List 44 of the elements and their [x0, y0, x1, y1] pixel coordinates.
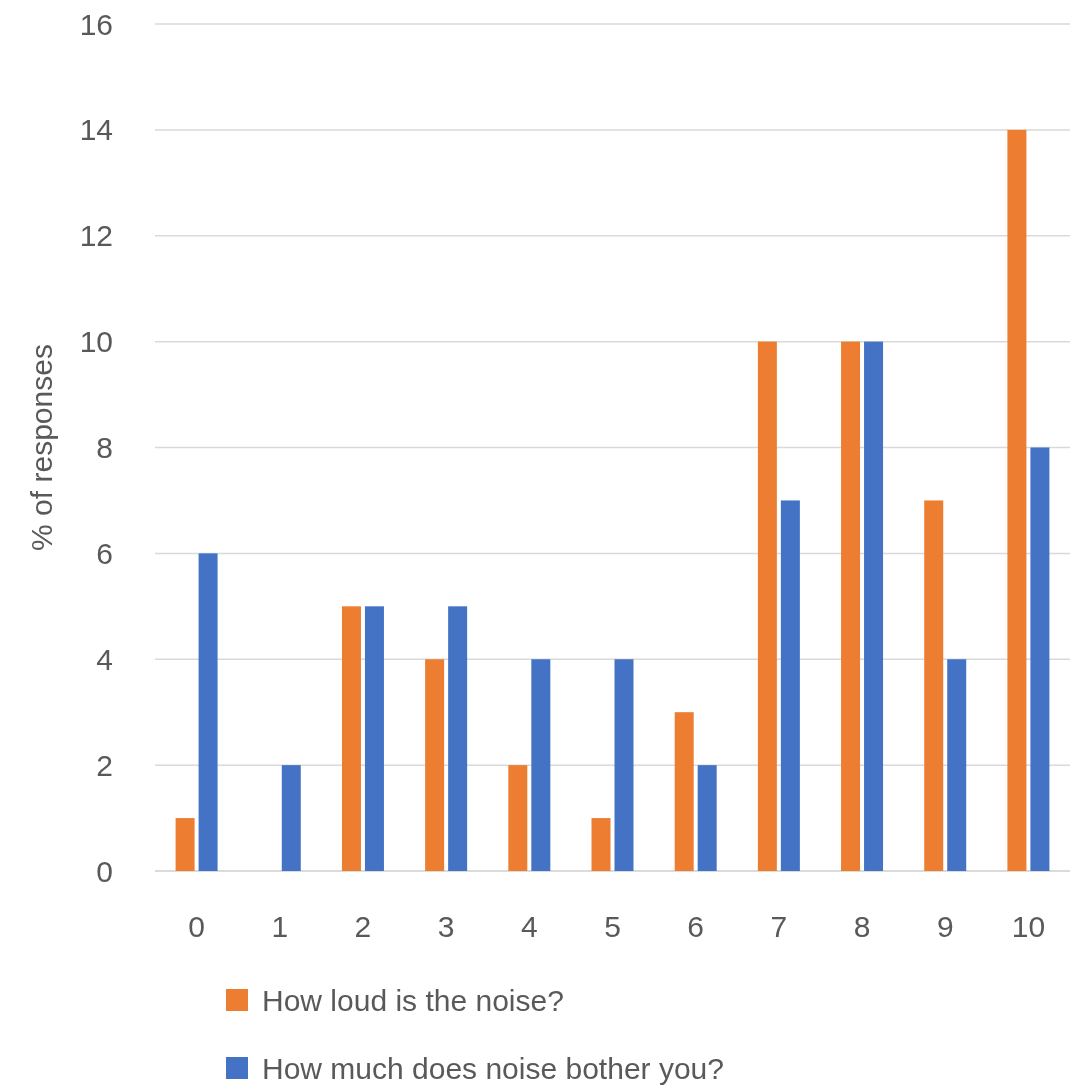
bar [1030, 447, 1050, 871]
bar [341, 606, 361, 871]
bar [864, 341, 884, 871]
legend-label: How much does noise bother you? [262, 1051, 724, 1085]
x-tick-label: 1 [271, 910, 289, 943]
y-tick-label: 8 [96, 431, 113, 464]
y-axis-title: % of responses [25, 344, 58, 551]
bar [198, 553, 218, 871]
bar [448, 606, 468, 871]
y-tick-label: 2 [96, 748, 113, 782]
y-tick-label: 10 [79, 325, 113, 359]
y-tick-label: 12 [79, 219, 113, 253]
x-tick-label: 5 [604, 910, 621, 943]
bar [175, 818, 195, 871]
bar [780, 500, 800, 871]
bar [697, 765, 717, 871]
bar [614, 659, 634, 871]
x-tick-label: 7 [770, 910, 788, 943]
legend-label: How loud is the noise? [262, 983, 564, 1017]
bar [508, 765, 528, 871]
x-tick-label: 0 [188, 910, 205, 943]
bar [841, 341, 861, 871]
bar [924, 500, 944, 871]
x-tick-label: 9 [936, 910, 954, 943]
y-tick-label: 4 [96, 642, 113, 676]
y-tick-label: 14 [79, 113, 113, 147]
x-tick-label: 8 [853, 910, 871, 943]
bar [425, 659, 445, 871]
y-tick-label: 16 [79, 7, 113, 41]
x-tick-label: 10 [1011, 910, 1046, 943]
bar [281, 765, 301, 871]
bar [1007, 129, 1027, 871]
bar [674, 712, 694, 871]
bar [591, 818, 611, 871]
bar [757, 341, 777, 871]
x-tick-label: 4 [520, 910, 538, 943]
bar [947, 659, 967, 871]
y-tick-label: 0 [96, 854, 113, 888]
y-tick-label: 6 [96, 536, 113, 570]
x-tick-label: 2 [354, 910, 372, 943]
bar [364, 606, 384, 871]
x-tick-label: 6 [687, 910, 705, 943]
x-tick-label: 3 [437, 910, 455, 943]
bar [531, 659, 551, 871]
